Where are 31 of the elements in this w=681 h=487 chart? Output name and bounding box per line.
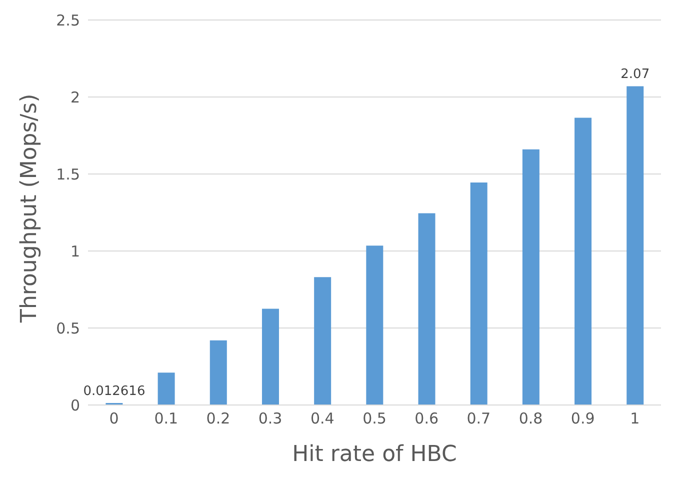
y-axis-title: Throughput (Mops/s) [16, 94, 42, 324]
bar [522, 149, 540, 405]
x-tick-label: 0.5 [362, 410, 386, 428]
y-tick-label: 0.5 [56, 319, 80, 338]
x-tick-label: 0.6 [414, 410, 439, 428]
x-tick-label: 1 [630, 410, 640, 428]
bar [210, 340, 227, 405]
bar [574, 118, 592, 405]
x-tick-label: 0 [109, 410, 119, 428]
bar [262, 308, 279, 405]
x-tick-label: 0.4 [310, 410, 334, 428]
y-tick-label: 1.5 [56, 165, 80, 184]
x-tick-label: 0.2 [206, 410, 230, 428]
x-tick-label: 0.8 [518, 410, 543, 428]
bar [158, 372, 175, 405]
data-label: 2.07 [620, 67, 650, 82]
bar [366, 246, 384, 405]
y-tick-label: 2.5 [56, 11, 80, 30]
x-tick-label: 0.3 [258, 410, 282, 428]
x-axis-title: Hit rate of HBC [292, 442, 457, 467]
y-tick-label: 0 [70, 396, 80, 414]
bar [418, 213, 436, 405]
x-tick-label: 0.1 [154, 410, 178, 428]
bar [470, 182, 488, 405]
bar [314, 277, 332, 405]
bar [626, 86, 644, 405]
data-label: 0.012616 [83, 384, 146, 400]
x-tick-label: 0.7 [466, 410, 491, 428]
y-tick-label: 1 [70, 242, 80, 260]
y-tick-label: 2 [70, 88, 80, 106]
x-tick-label: 0.9 [570, 410, 595, 428]
